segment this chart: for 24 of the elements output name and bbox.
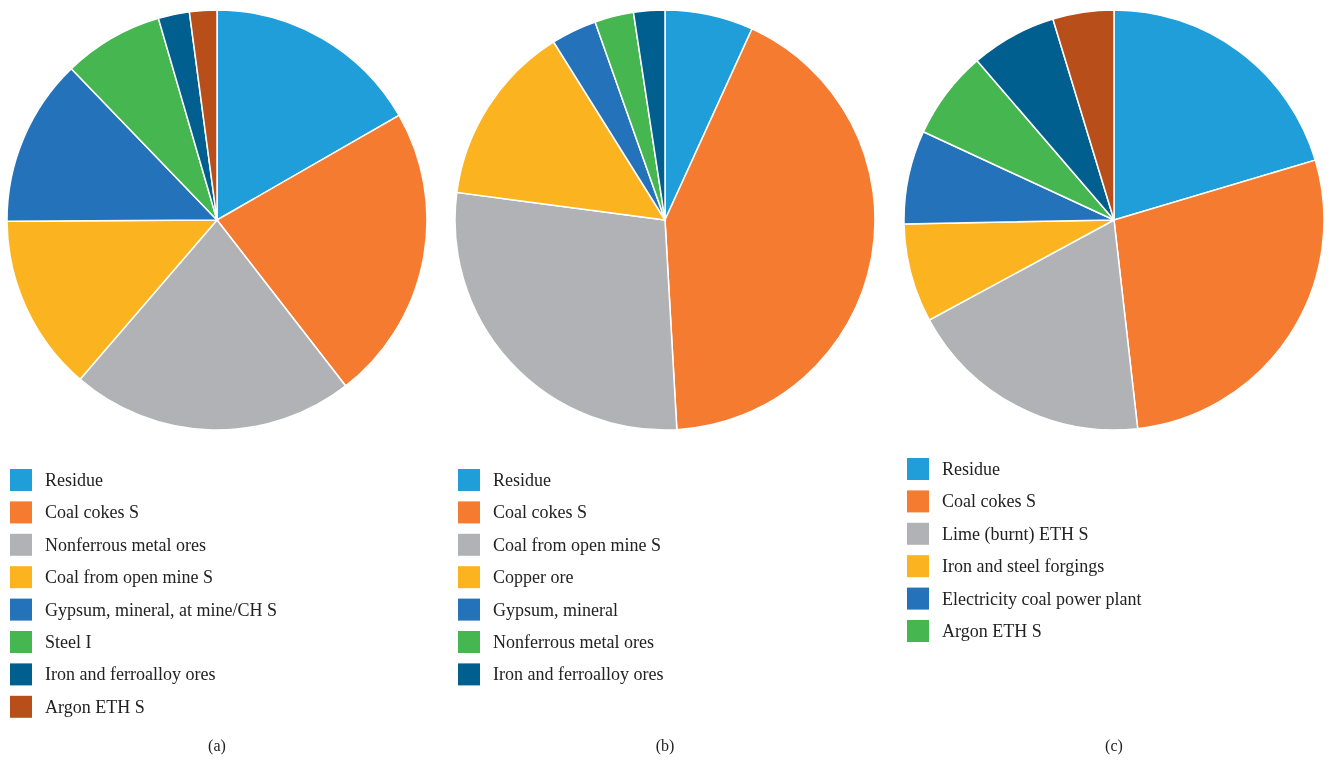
legend-label: Copper ore: [493, 567, 574, 588]
legend-label: Argon ETH S: [942, 621, 1042, 641]
legend-label: Coal cokes S: [493, 502, 587, 523]
legend-label: Steel I: [45, 632, 92, 652]
legend-label: Iron and ferroalloy ores: [45, 664, 216, 685]
legend-label: Lime (burnt) ETH S: [942, 523, 1089, 545]
text: (c): [1105, 736, 1123, 755]
legend-label: Coal from open mine S: [493, 534, 661, 555]
legend-label: Argon ETH S: [45, 696, 145, 717]
legend-label: Residue: [45, 470, 103, 490]
text: (a): [208, 736, 226, 755]
legend-label: Gypsum, mineral, at mine/CH S: [45, 599, 277, 620]
legend-label: Coal cokes S: [942, 491, 1036, 512]
legend-label: Nonferrous metal ores: [493, 632, 654, 652]
legend-label: Coal cokes S: [45, 502, 139, 523]
legend-label: Electricity coal power plant: [942, 588, 1142, 609]
legend-label: Iron and ferroalloy ores: [493, 664, 664, 685]
legend-label: Nonferrous metal ores: [45, 534, 206, 555]
legend-label: Gypsum, mineral: [493, 599, 618, 620]
text: (b): [655, 736, 675, 755]
legend-label: Iron and steel forgings: [942, 556, 1105, 577]
legend-label: Coal from open mine S: [45, 567, 213, 588]
legend-label: Residue: [493, 470, 551, 490]
legend-label: Residue: [942, 459, 1000, 479]
